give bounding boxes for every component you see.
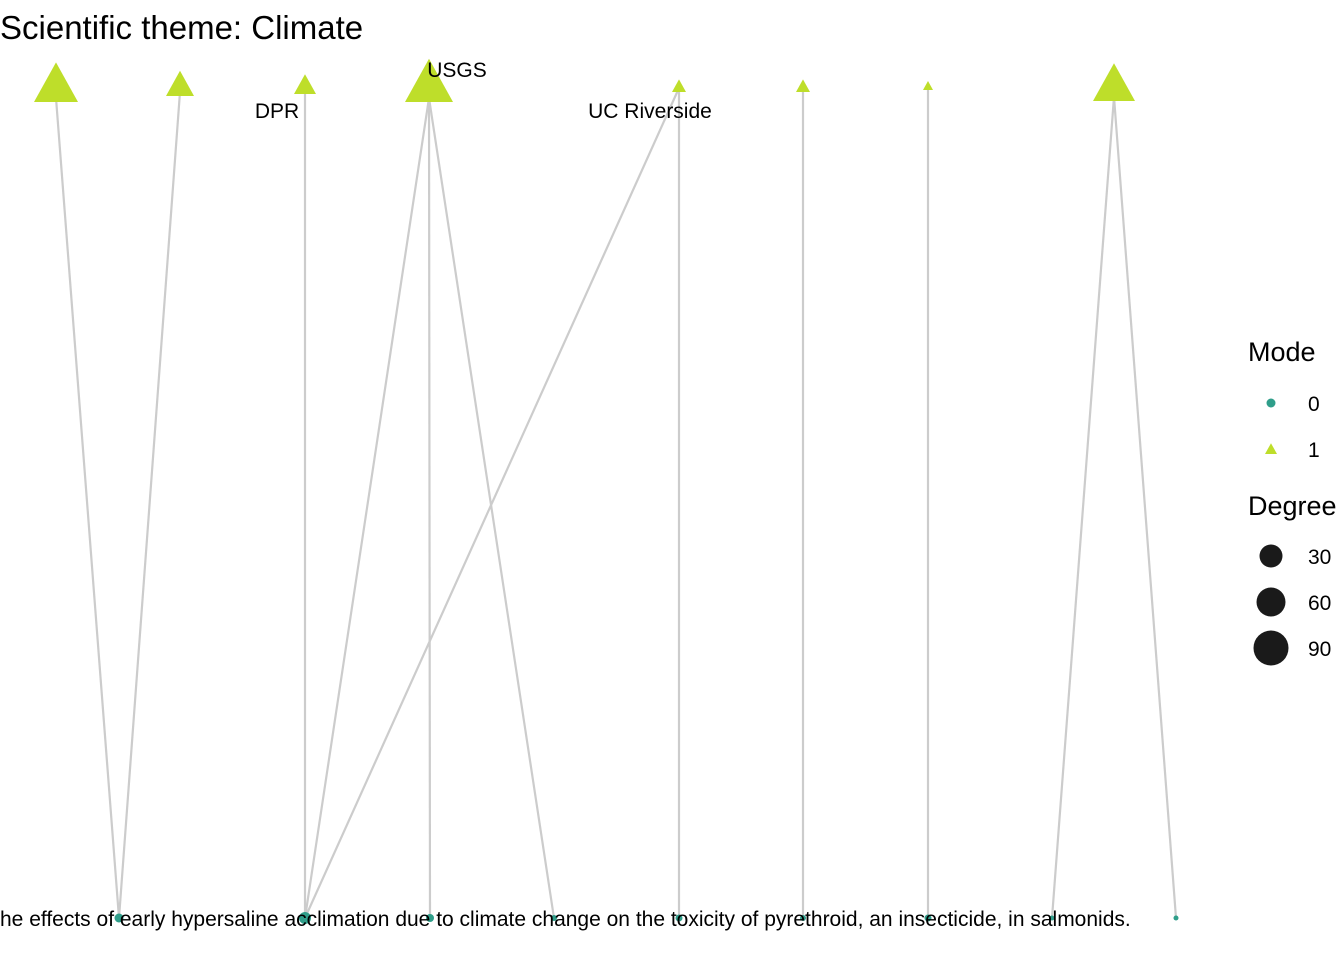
edge-t4-b2	[303, 97, 431, 919]
top-node-t6	[796, 79, 810, 92]
bottom-node-b4	[551, 915, 557, 921]
bottom-node-b3	[426, 914, 434, 922]
bottom-nodes-layer	[114, 912, 1179, 924]
legend-mode-0-icon	[1266, 398, 1276, 408]
legend-degree-30-icon	[1259, 544, 1283, 568]
top-node-t7	[923, 81, 933, 90]
bottom-node-b2	[299, 912, 311, 924]
edge-t8-b9	[1112, 96, 1178, 919]
bottom-node-b8	[1049, 915, 1055, 921]
legend-mode-1-icon	[1265, 443, 1277, 454]
top-nodes-layer	[34, 58, 1135, 102]
top-node-t1	[34, 62, 78, 102]
top-node-label-t4: USGS	[427, 59, 487, 82]
edge-t4-b4	[427, 97, 556, 919]
bottom-node-b7	[924, 914, 932, 922]
edge-t8-b8	[1050, 96, 1116, 919]
legend-degree-items: 30 60 90	[1253, 544, 1331, 666]
top-node-label-t3: DPR	[255, 100, 299, 123]
top-node-t5	[672, 79, 686, 92]
edge-t5-b2	[303, 87, 681, 919]
top-node-t2	[166, 70, 194, 96]
bottom-node-b5	[675, 914, 683, 922]
bottom-node-b1	[114, 913, 124, 923]
top-node-t3	[294, 74, 316, 94]
legend-degree-label-60: 60	[1308, 592, 1331, 615]
top-node-label-t5: UC Riverside	[588, 100, 712, 123]
bottom-node-b9	[1173, 915, 1179, 921]
legend-degree-label-30: 30	[1308, 546, 1331, 569]
chart-title: Scientific theme: Climate	[0, 9, 363, 46]
bottom-node-b6	[800, 915, 806, 921]
top-node-t4	[405, 58, 453, 102]
legend-mode-label-0: 0	[1308, 393, 1320, 416]
edge-t4-b3	[427, 97, 432, 919]
legend-mode-label-1: 1	[1308, 439, 1320, 462]
legend-mode-title: Mode	[1248, 337, 1316, 367]
top-node-t8	[1093, 63, 1135, 101]
bottom-node-label: he effects of early hypersaline acclimat…	[0, 908, 1131, 931]
top-labels-layer: DPR USGS UC Riverside	[255, 59, 712, 123]
legend-degree-label-90: 90	[1308, 638, 1331, 661]
legend-mode-items: 01	[1265, 393, 1320, 462]
edge-t2-b1	[117, 91, 182, 919]
legend-degree-title: Degree	[1248, 491, 1337, 521]
legend-degree-60-icon	[1256, 587, 1286, 617]
edges-layer	[54, 86, 1178, 919]
edge-t1-b1	[54, 97, 121, 919]
legend-degree-90-icon	[1253, 630, 1289, 666]
